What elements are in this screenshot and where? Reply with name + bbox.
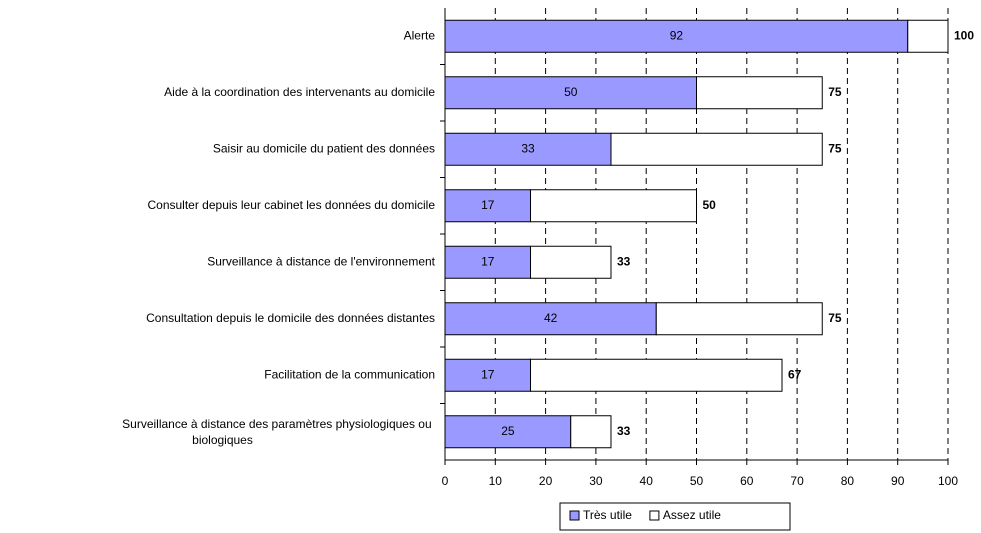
y-tick-label: Surveillance à distance des paramètres p… <box>122 417 435 447</box>
total-label: 75 <box>828 311 842 325</box>
y-tick-label: Saisir au domicile du patient des donnée… <box>213 141 435 155</box>
x-tick-label: 30 <box>589 474 603 488</box>
data-label: 42 <box>544 311 558 325</box>
x-tick-label: 20 <box>539 474 553 488</box>
data-label: 33 <box>521 141 535 155</box>
data-label: 17 <box>481 198 495 212</box>
x-tick-label: 40 <box>640 474 654 488</box>
x-tick-label: 0 <box>442 474 449 488</box>
total-label: 33 <box>617 254 631 268</box>
y-tick-label: Alerte <box>404 28 436 42</box>
x-tick-label: 70 <box>790 474 804 488</box>
total-label: 75 <box>828 85 842 99</box>
bar-segment <box>530 358 783 392</box>
x-tick-label: 10 <box>489 474 503 488</box>
x-tick-label: 90 <box>891 474 905 488</box>
bar-segment <box>655 302 823 336</box>
bar-segment <box>530 245 612 279</box>
y-tick-label: Aide à la coordination des intervenants … <box>164 85 435 99</box>
total-label: 33 <box>617 424 631 438</box>
total-label: 50 <box>703 198 717 212</box>
bar-segment <box>530 189 698 223</box>
data-label: 92 <box>670 28 684 42</box>
x-tick-label: 80 <box>841 474 855 488</box>
legend <box>559 502 791 531</box>
bar-segment <box>907 19 949 53</box>
x-tick-label: 50 <box>690 474 704 488</box>
x-tick-label: 60 <box>740 474 754 488</box>
bar-segment <box>610 132 823 166</box>
x-tick-label: 100 <box>938 474 958 488</box>
legend-swatch <box>649 510 660 521</box>
bar-segment <box>444 76 697 110</box>
y-tick-label: Consulter depuis leur cabinet les donnée… <box>147 198 435 212</box>
y-tick-label: Surveillance à distance de l'environneme… <box>207 254 435 268</box>
total-label: 100 <box>954 28 974 42</box>
bar-segment <box>444 19 909 53</box>
data-label: 17 <box>481 367 495 381</box>
bar-segment <box>696 76 823 110</box>
data-label: 17 <box>481 254 495 268</box>
legend-swatch <box>569 510 580 521</box>
bar-segment <box>444 189 532 223</box>
total-label: 75 <box>828 141 842 155</box>
y-tick-label: Facilitation de la communication <box>264 367 435 381</box>
total-label: 67 <box>788 367 802 381</box>
data-label: 25 <box>501 424 515 438</box>
data-label: 50 <box>564 85 578 99</box>
legend-label: Très utile <box>583 508 632 522</box>
y-tick-label: Consultation depuis le domicile des donn… <box>146 311 435 325</box>
bar-segment <box>570 415 612 449</box>
legend-label: Assez utile <box>663 508 721 522</box>
